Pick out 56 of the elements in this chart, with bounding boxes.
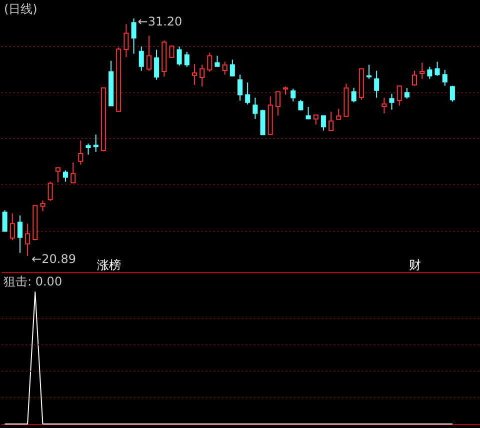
annotation: ←31.20 [138, 14, 182, 28]
candlestick [412, 70, 418, 86]
candlestick [154, 49, 160, 80]
candlestick [138, 46, 144, 72]
annotation: 涨榜 [97, 258, 121, 272]
candlestick [434, 61, 440, 76]
candlestick [70, 162, 76, 184]
candlestick [389, 93, 394, 110]
candlestick [78, 140, 84, 166]
candlestick [2, 210, 8, 232]
candlestick [131, 18, 136, 54]
candlestick [214, 55, 220, 67]
candlestick [442, 69, 448, 86]
candlestick [290, 88, 296, 102]
candlestick [306, 106, 311, 120]
candlestick [260, 109, 266, 136]
candlestick [207, 52, 212, 72]
candlestick [245, 82, 250, 105]
candlestick [55, 167, 60, 183]
candlestick [313, 114, 318, 125]
candlestick [351, 87, 356, 103]
candlestick [86, 143, 91, 156]
candlestick [62, 170, 68, 182]
chart-title: (日线) [4, 2, 38, 16]
annotation: 财 [409, 258, 421, 272]
candlestick [298, 99, 304, 111]
candlestick [320, 115, 326, 131]
candlestick [450, 85, 455, 102]
candlestick [124, 24, 129, 58]
candlestick [238, 74, 242, 101]
candlestick [328, 111, 334, 131]
candlestick [184, 51, 190, 68]
candlestick [146, 35, 152, 72]
candlestick [176, 46, 182, 66]
annotation: ←20.89 [32, 252, 76, 266]
candlestick [48, 181, 53, 202]
chart-title: 狙击: 0.00 [4, 274, 62, 288]
candlestick [275, 91, 280, 116]
candlestick [396, 85, 402, 106]
candlestick [374, 70, 380, 98]
candlestick [420, 62, 425, 80]
candlestick [382, 97, 387, 114]
candlestick [200, 64, 205, 87]
candlestick [252, 97, 258, 120]
candlestick [40, 200, 46, 212]
candlestick [230, 59, 235, 76]
candlestick [10, 212, 15, 241]
candlestick [366, 64, 372, 80]
candlestick [93, 134, 98, 152]
candlestick [222, 61, 228, 76]
candlestick [404, 88, 410, 100]
candlestick [25, 223, 30, 257]
candlestick [336, 108, 342, 120]
candlestick [17, 215, 22, 254]
candlestick [427, 66, 432, 80]
candlestick [192, 64, 197, 86]
